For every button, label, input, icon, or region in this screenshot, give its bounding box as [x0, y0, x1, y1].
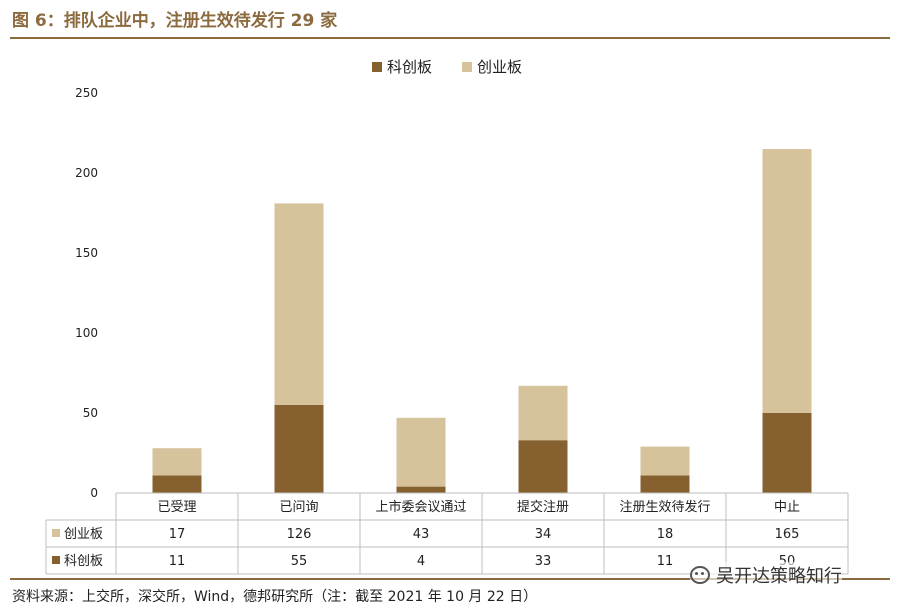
figure-title: 图 6：排队企业中，注册生效待发行 29 家: [12, 11, 338, 31]
y-tick-label: 100: [75, 326, 98, 340]
bars: [152, 149, 812, 493]
bar-cyb: [640, 446, 690, 476]
source-rule: [10, 578, 890, 580]
source-note: 资料来源：上交所，深交所，Wind，德邦研究所（注：截至 2021 年 10 月…: [12, 589, 538, 605]
table-cell: 55: [291, 554, 308, 569]
bar-cyb: [762, 149, 812, 413]
y-tick-label: 150: [75, 246, 98, 260]
bar-kcb: [274, 405, 324, 493]
bar-cyb: [396, 417, 446, 487]
x-tick-label: 已受理: [157, 500, 196, 515]
watermark-text: 吴开达策略知行: [716, 566, 842, 587]
legend-swatch: [372, 62, 382, 72]
x-tick-label: 已问询: [279, 500, 318, 515]
bar-cyb: [274, 203, 324, 405]
x-tick-label: 中止: [774, 500, 800, 515]
table-cell: 11: [169, 554, 186, 569]
table-cell: 33: [535, 554, 552, 569]
bar-kcb: [518, 440, 568, 493]
y-tick-label: 0: [90, 486, 98, 500]
legend-label: 科创板: [387, 58, 432, 76]
x-tick-label: 提交注册: [517, 499, 569, 515]
table-cell: 18: [657, 527, 674, 542]
title-rule: [10, 37, 890, 39]
x-tick-label: 注册生效待发行: [619, 499, 710, 515]
y-axis: 0 50 100 150 200 250: [75, 86, 98, 500]
chart-legend: 科创板 创业板: [372, 58, 522, 76]
table-row-swatch: [52, 556, 60, 564]
table-row-label: 科创板: [64, 554, 103, 569]
table-cell: 4: [417, 554, 425, 569]
y-tick-label: 200: [75, 166, 98, 180]
bar-kcb: [640, 475, 690, 493]
x-tick-label: 上市委会议通过: [375, 499, 466, 515]
wechat-icon: [690, 566, 710, 584]
bar-kcb: [152, 475, 202, 493]
table-cell: 17: [169, 527, 186, 542]
y-tick-label: 250: [75, 86, 98, 100]
table-cell: 126: [287, 527, 312, 542]
table-cell: 11: [657, 554, 674, 569]
y-tick-label: 50: [83, 406, 98, 420]
bar-kcb: [396, 486, 446, 493]
table-row-swatch: [52, 529, 60, 537]
bar-cyb: [518, 385, 568, 441]
bar-cyb: [152, 448, 202, 476]
bar-kcb: [762, 413, 812, 493]
table-row-label: 创业板: [64, 527, 103, 542]
table-cell: 34: [535, 527, 552, 542]
table-cell: 165: [775, 527, 800, 542]
legend-label: 创业板: [477, 58, 522, 76]
legend-swatch: [462, 62, 472, 72]
watermark: 吴开达策略知行: [690, 562, 842, 588]
table-cell: 43: [413, 527, 430, 542]
